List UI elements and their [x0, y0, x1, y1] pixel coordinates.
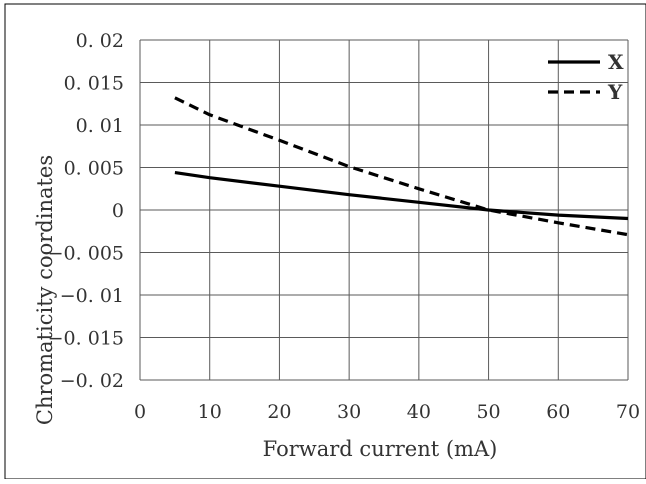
x-tick-label: 20 — [267, 401, 291, 423]
y-tick-label: 0 — [112, 200, 124, 222]
y-tick-label: −0. 01 — [60, 285, 124, 307]
x-tick-label: 30 — [337, 401, 361, 423]
x-tick-label: 10 — [198, 401, 222, 423]
x-tick-label: 50 — [476, 401, 500, 423]
legend-label-y: Y — [607, 80, 623, 104]
y-tick-label: 0. 005 — [64, 158, 124, 180]
y-tick-label: 0. 01 — [76, 115, 124, 137]
x-tick-label: 60 — [546, 401, 570, 423]
series-line-y — [174, 96, 629, 237]
grid-lines — [139, 39, 629, 381]
y-tick-label: −0. 005 — [48, 243, 124, 265]
y-tick-label: −0. 015 — [48, 328, 124, 350]
x-axis-label: Forward current (mA) — [263, 437, 498, 461]
y-axis-label: Chromaticity coordinates — [33, 155, 57, 425]
legend: XY — [548, 50, 624, 104]
y-tick-label: −0. 02 — [60, 370, 124, 392]
y-tick-label: 0. 015 — [64, 73, 124, 95]
x-tick-label: 70 — [616, 401, 640, 423]
series-line-x — [174, 171, 629, 221]
y-tick-labels: 0. 02 0. 015 0. 01 0. 005 0 −0. 005 −0. 01 −0. … — [48, 30, 124, 392]
y-tick-label: 0. 02 — [76, 30, 124, 52]
x-tick-label: 0 — [134, 401, 146, 423]
outer-border — [4, 3, 646, 480]
x-tick-label: 40 — [407, 401, 431, 423]
legend-label-x: X — [608, 50, 624, 74]
series-lines — [174, 96, 629, 237]
x-tick-labels: 0 10 20 30 40 50 60 70 — [134, 401, 640, 423]
